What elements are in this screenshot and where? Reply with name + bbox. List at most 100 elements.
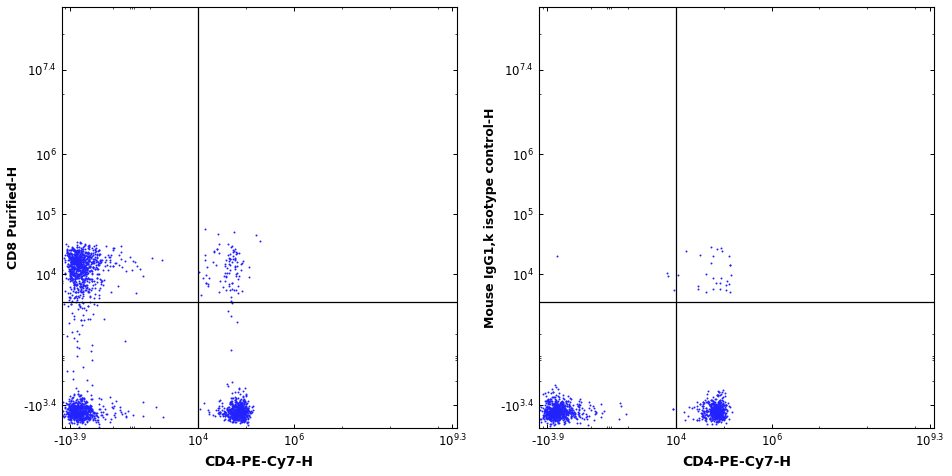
Point: [224, 406, 239, 413]
Point: [220, 411, 235, 419]
Point: [78, 259, 93, 267]
Point: [69, 337, 85, 345]
Point: [233, 417, 248, 425]
Point: [552, 415, 567, 423]
Point: [62, 410, 77, 417]
Point: [545, 388, 561, 396]
Point: [723, 288, 738, 296]
Point: [65, 268, 80, 276]
Point: [61, 404, 76, 412]
Point: [705, 403, 721, 411]
Point: [540, 408, 555, 416]
Point: [68, 407, 83, 415]
Point: [551, 407, 566, 414]
Point: [552, 409, 567, 416]
Point: [545, 412, 561, 420]
Point: [711, 409, 726, 417]
Point: [233, 399, 248, 407]
Point: [710, 413, 725, 420]
Point: [548, 410, 564, 417]
Point: [686, 403, 702, 411]
Point: [75, 277, 90, 285]
Point: [68, 253, 83, 260]
Point: [232, 409, 248, 416]
Point: [61, 249, 76, 257]
Point: [77, 304, 92, 312]
Point: [570, 410, 585, 418]
Point: [85, 275, 100, 282]
Point: [557, 395, 572, 403]
Point: [71, 393, 87, 400]
Point: [715, 402, 730, 410]
Point: [69, 248, 85, 256]
Point: [73, 316, 89, 324]
Point: [711, 407, 726, 415]
Point: [548, 405, 564, 413]
Point: [228, 406, 243, 413]
Point: [68, 414, 83, 421]
Point: [93, 409, 109, 416]
Point: [73, 395, 89, 403]
Point: [72, 399, 88, 407]
Point: [65, 271, 80, 279]
Point: [86, 414, 101, 421]
Point: [71, 278, 87, 285]
Point: [68, 265, 83, 272]
Point: [63, 247, 78, 254]
Point: [228, 265, 243, 273]
Point: [67, 254, 82, 262]
Point: [710, 405, 725, 412]
Point: [63, 285, 78, 293]
Point: [239, 411, 254, 418]
Point: [236, 404, 251, 412]
Point: [234, 259, 249, 267]
Point: [571, 402, 586, 410]
Point: [554, 410, 569, 417]
Point: [234, 410, 249, 418]
Point: [58, 413, 73, 420]
Point: [70, 262, 86, 269]
Point: [551, 407, 566, 415]
Point: [580, 412, 595, 420]
Point: [79, 413, 94, 420]
Point: [61, 265, 76, 273]
Point: [715, 408, 730, 416]
Point: [542, 407, 557, 414]
Point: [75, 404, 90, 411]
Point: [74, 298, 89, 306]
Point: [545, 410, 561, 417]
Point: [241, 406, 256, 413]
Point: [72, 414, 88, 422]
Point: [228, 257, 243, 264]
Point: [559, 407, 574, 415]
Point: [212, 408, 228, 416]
Point: [60, 263, 75, 270]
Point: [67, 315, 82, 323]
Point: [234, 411, 249, 418]
Point: [544, 396, 559, 403]
Point: [227, 397, 242, 404]
Point: [83, 396, 98, 403]
Point: [551, 413, 566, 420]
Point: [87, 248, 102, 256]
Point: [72, 403, 88, 411]
Point: [106, 244, 121, 251]
Point: [551, 413, 566, 421]
Point: [69, 413, 84, 420]
Point: [61, 410, 76, 417]
Point: [565, 407, 580, 414]
Point: [712, 408, 727, 416]
Point: [66, 259, 81, 267]
Y-axis label: CD8 Purified-H: CD8 Purified-H: [7, 166, 20, 269]
Point: [56, 412, 71, 420]
Point: [702, 398, 717, 406]
Point: [710, 407, 725, 414]
Point: [66, 263, 81, 271]
Point: [556, 391, 571, 399]
Point: [81, 250, 96, 258]
Point: [244, 409, 259, 416]
Point: [549, 415, 565, 422]
Point: [568, 414, 584, 421]
Point: [557, 402, 572, 410]
Point: [76, 407, 91, 415]
